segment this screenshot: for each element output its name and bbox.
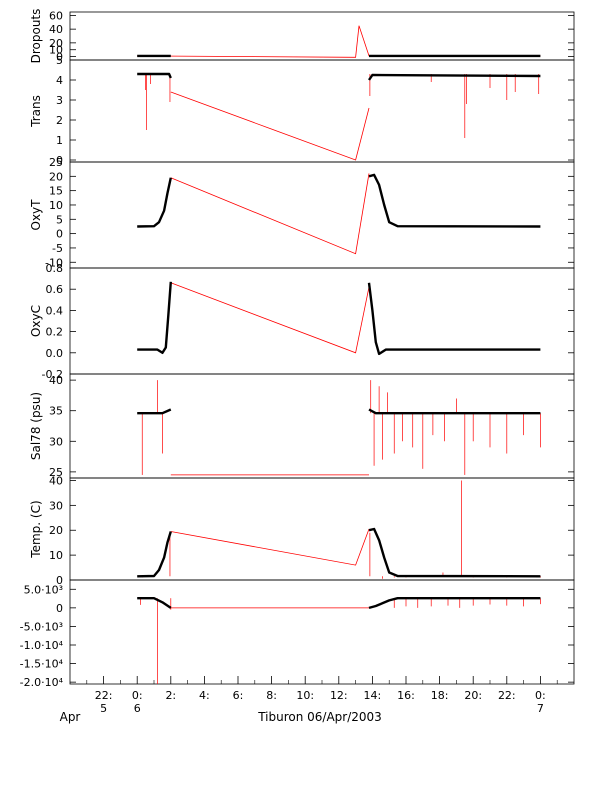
series-line-red — [170, 528, 370, 566]
series-line-red — [170, 282, 370, 354]
y-tick-label: 4 — [56, 74, 63, 87]
y-tick-label: 15 — [49, 185, 63, 198]
series-line-black — [367, 282, 541, 356]
series-line-black — [137, 177, 172, 228]
x-tick-day-label: 6 — [134, 702, 141, 715]
y-tick-label: 0 — [56, 228, 63, 241]
series-line-black — [137, 597, 172, 609]
y-tick-label: 1 — [56, 134, 63, 147]
y-tick-label: 60 — [49, 9, 63, 22]
panel-frame — [69, 161, 575, 269]
series-line-black — [368, 597, 541, 610]
x-tick-label: 0: — [535, 689, 546, 702]
y-tick-label: -1.0·10⁴ — [20, 639, 64, 652]
y-axis-label: OxyC — [29, 305, 43, 337]
series-line-red — [170, 91, 370, 161]
x-tick-label: 14: — [364, 689, 382, 702]
y-tick-label: 0 — [56, 51, 63, 64]
y-tick-label: 5 — [56, 213, 63, 226]
y-tick-label: 20 — [49, 37, 63, 50]
series-line-black — [137, 72, 172, 79]
y-tick-label: 0.6 — [46, 283, 64, 296]
x-tick-label: 0: — [132, 689, 143, 702]
y-tick-label: 0.4 — [46, 304, 64, 317]
y-tick-label: 0 — [56, 154, 63, 167]
y-tick-label: -5.0·10³ — [20, 620, 63, 633]
y-axis-ticks: 010204060012345-10-50510152025-0.20.00.2… — [20, 9, 574, 689]
panel-frame — [69, 477, 575, 581]
y-axis-label: Temp. (C) — [29, 500, 43, 558]
y-tick-label: 5 — [56, 54, 63, 67]
x-tick-day-label: 5 — [100, 702, 107, 715]
y-tick-label: -10 — [45, 256, 63, 269]
y-tick-label: 3 — [56, 94, 63, 107]
y-tick-label: 40 — [49, 474, 63, 487]
series-line-black — [368, 527, 541, 578]
y-tick-label: 5.0·10³ — [24, 583, 63, 596]
y-tick-label: 30 — [49, 435, 63, 448]
series-line-black — [368, 73, 541, 81]
y-tick-label: 2 — [56, 114, 63, 127]
y-tick-label: -2.0·10⁴ — [20, 676, 64, 689]
y-tick-label: 25 — [49, 156, 63, 169]
x-tick-label: 20: — [464, 689, 482, 702]
panel-traces — [137, 25, 541, 684]
y-tick-label: 0.2 — [46, 326, 64, 339]
y-tick-label: -5 — [52, 242, 63, 255]
x-tick-label: 2: — [165, 689, 176, 702]
series-line-red — [170, 173, 370, 255]
x-tick-label: 22: — [498, 689, 516, 702]
y-tick-label: 0 — [56, 602, 63, 615]
x-tick-label: 12: — [330, 689, 348, 702]
series-line-black — [137, 281, 172, 354]
x-tick-label: 18: — [431, 689, 449, 702]
x-tick-label: 6: — [233, 689, 244, 702]
x-axis-title: Tiburon 06/Apr/2003 — [257, 710, 382, 724]
y-tick-label: 30 — [49, 499, 63, 512]
y-tick-label: 40 — [49, 374, 63, 387]
x-axis: 22:50:62: 4: 6: 8: 10: 12: 14: 16: 18: 20: 22: 0:7 — [86, 676, 558, 715]
y-axis-label: Dropouts — [29, 9, 43, 64]
y-tick-label: 0.0 — [46, 347, 64, 360]
panel-frame — [69, 373, 575, 479]
series-line-black — [137, 408, 172, 415]
y-tick-label: 25 — [49, 466, 63, 479]
panel-frame — [69, 267, 575, 375]
y-tick-label: -0.2 — [42, 368, 63, 381]
y-tick-label: 40 — [49, 23, 63, 36]
series-line-black — [137, 531, 172, 578]
y-tick-label: 10 — [49, 44, 63, 57]
series-line-red — [137, 25, 541, 58]
x-axis-start-month: Apr — [60, 710, 81, 724]
x-tick-label: 10: — [296, 689, 314, 702]
y-axis-label: OxyT — [29, 199, 43, 231]
y-tick-label: -1.5·10⁴ — [20, 658, 64, 671]
y-tick-label: 20 — [49, 524, 63, 537]
y-tick-label: 35 — [49, 405, 63, 418]
series-line-black — [368, 173, 541, 228]
x-tick-label: 4: — [199, 689, 210, 702]
panel-frames — [69, 11, 575, 685]
y-tick-label: 0 — [56, 574, 63, 587]
y-tick-label: 0.8 — [46, 262, 64, 275]
series-line-black — [368, 408, 541, 415]
panel-frame — [69, 579, 575, 685]
y-tick-label: 10 — [49, 199, 63, 212]
y-tick-label: 20 — [49, 170, 63, 183]
panel-frame — [69, 11, 575, 61]
x-tick-label: 8: — [266, 689, 277, 702]
y-axis-label: Trans — [29, 95, 43, 128]
x-tick-label: 16: — [397, 689, 415, 702]
y-axis-labels: Dropouts Trans OxyT OxyC Sal78 (psu) Temp. (C… — [29, 9, 43, 559]
x-tick-label: 22: — [95, 689, 113, 702]
x-tick-day-label: 7 — [537, 702, 544, 715]
y-tick-label: 10 — [49, 549, 63, 562]
y-axis-label: Sal78 (psu) — [29, 392, 43, 460]
